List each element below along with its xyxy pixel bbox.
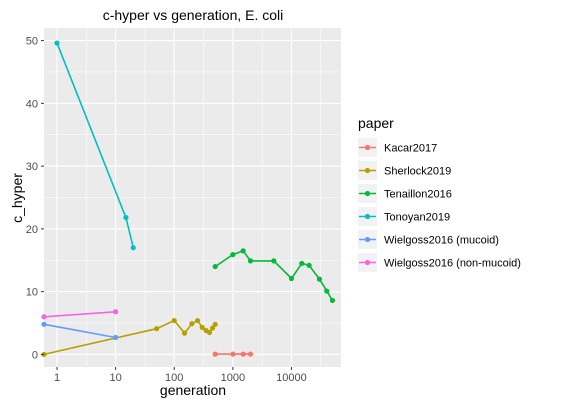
x-axis-title: generation	[160, 382, 226, 398]
legend-swatch-point	[364, 236, 371, 243]
legend-swatch-point	[364, 190, 371, 197]
series-group	[41, 309, 119, 320]
legend-label: Wielgoss2016 (mucoid)	[384, 235, 499, 247]
y-tick-label: 40	[26, 98, 38, 110]
data-point	[247, 258, 254, 264]
data-point	[206, 329, 213, 336]
legend-item: Tonoyan2019	[358, 207, 450, 226]
legend-items: Kacar2017 Sherlock2019 Tenaillon2016 Tonoya…	[358, 138, 521, 272]
legend-title: paper	[358, 115, 394, 131]
data-point	[288, 275, 295, 282]
x-tick-label: 10	[109, 372, 121, 384]
legend-label: Wielgoss2016 (non-mucoid)	[384, 258, 521, 270]
series-line	[43, 311, 116, 318]
y-tick-label: 50	[26, 36, 38, 48]
legend: paper Kacar2017 Sherlock2019 Tenaillon2016…	[358, 115, 521, 272]
data-point	[240, 248, 246, 254]
series-line	[43, 323, 116, 339]
legend-label: Kacar2017	[384, 143, 437, 155]
series-layer	[41, 40, 336, 358]
data-point	[171, 317, 177, 324]
data-point	[212, 263, 218, 270]
legend-item: Kacar2017	[358, 138, 437, 157]
data-point	[324, 288, 330, 294]
legend-swatch-point	[364, 167, 371, 174]
series-group	[41, 317, 218, 358]
data-point	[209, 325, 216, 331]
data-point	[329, 297, 336, 304]
y-axis-title: c_hyper	[9, 173, 25, 223]
legend-item: Tenaillon2016	[358, 184, 452, 203]
data-point	[194, 317, 201, 324]
legend-item: Wielgoss2016 (non-mucoid)	[358, 253, 521, 272]
y-tick-label: 10	[26, 287, 38, 299]
data-point	[54, 40, 60, 46]
data-point	[247, 351, 254, 357]
data-point	[240, 351, 246, 357]
legend-label: Sherlock2019	[384, 166, 451, 178]
series-group	[212, 248, 336, 304]
data-point	[199, 324, 205, 331]
chart-title: c-hyper vs generation, E. coli	[103, 7, 284, 23]
legend-item: Wielgoss2016 (mucoid)	[358, 230, 499, 249]
data-point	[41, 321, 47, 327]
x-tick-label: 1	[54, 372, 60, 384]
y-axis: 0 10 20 30 40 50	[26, 36, 44, 361]
data-point	[123, 214, 129, 221]
series-group	[41, 321, 119, 341]
data-point	[130, 245, 136, 251]
y-tick-label: 0	[32, 349, 38, 361]
x-tick-label: 100	[165, 372, 183, 384]
y-tick-label: 30	[26, 161, 38, 173]
legend-label: Tenaillon2016	[384, 189, 452, 201]
data-point	[212, 351, 218, 357]
legend-swatch-point	[364, 213, 371, 220]
data-point	[316, 276, 323, 282]
legend-swatch-point	[364, 144, 371, 151]
x-tick-label: 1000	[221, 372, 245, 384]
data-point	[153, 326, 160, 332]
data-point	[41, 314, 47, 320]
y-tick-label: 20	[26, 224, 38, 236]
data-point	[230, 351, 236, 357]
data-point	[299, 260, 305, 267]
data-point	[271, 258, 277, 264]
data-point	[212, 321, 218, 327]
legend-item: Sherlock2019	[358, 161, 451, 180]
data-point	[181, 330, 188, 336]
legend-label: Tonoyan2019	[384, 212, 450, 224]
series-group	[54, 40, 136, 251]
x-tick-label: 10000	[276, 372, 307, 384]
data-point	[189, 321, 195, 327]
legend-swatch-point	[364, 259, 371, 266]
data-point	[113, 334, 119, 341]
data-point	[113, 309, 119, 315]
data-point	[306, 262, 312, 268]
data-point	[230, 252, 236, 258]
x-axis: 1 10 100 1000 10000	[54, 367, 307, 384]
series-group	[212, 351, 254, 357]
